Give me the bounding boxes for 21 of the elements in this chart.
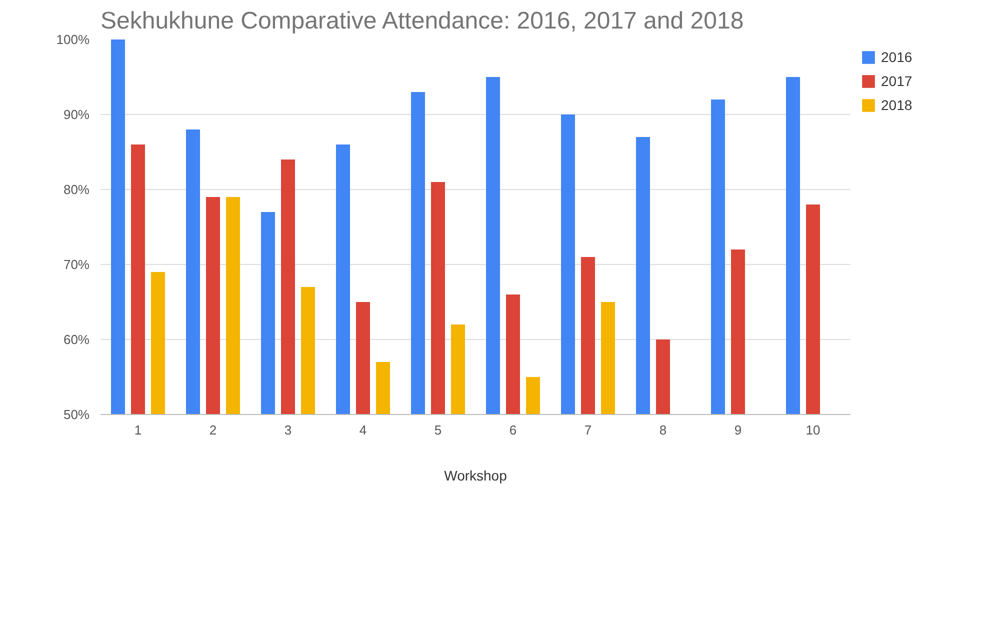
y-tick-label: 90% [63, 107, 90, 122]
x-tick-label: 3 [284, 422, 292, 438]
y-tick-label: 60% [63, 332, 90, 347]
legend-label: 2018 [881, 97, 912, 113]
x-tick-label: 4 [359, 422, 367, 438]
y-tick-label: 50% [63, 407, 90, 422]
x-tick-label: 5 [434, 422, 442, 438]
chart-title: Sekhukhune Comparative Attendance: 2016, 2017 and 2018 [100, 8, 744, 34]
legend-label: 2016 [881, 49, 912, 65]
y-tick-label: 80% [63, 182, 90, 197]
y-tick-label: 100% [56, 32, 90, 47]
x-axis-title: Workshop [444, 468, 508, 484]
legend-label: 2017 [881, 73, 912, 89]
x-tick-label: 1 [134, 422, 142, 438]
x-tick-label: 10 [806, 422, 820, 438]
x-tick-label: 7 [584, 422, 592, 438]
x-tick-label: 6 [509, 422, 517, 438]
x-tick-label: 9 [734, 422, 742, 438]
x-tick-label: 8 [659, 422, 667, 438]
x-tick-label: 2 [209, 422, 217, 438]
y-tick-label: 70% [63, 257, 90, 272]
